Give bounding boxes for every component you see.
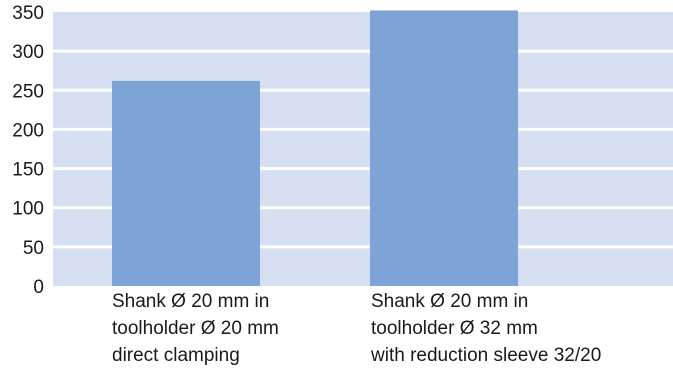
y-tick-label: 350 [12, 3, 44, 24]
y-tick-label: 100 [12, 199, 44, 220]
y-tick-label: 300 [12, 42, 44, 63]
y-tick-label: 150 [12, 160, 44, 181]
category-label: toolholder Ø 20 mm [112, 318, 279, 339]
y-axis-tick-labels: 0 50 100 150 200 250 300 350 [12, 3, 44, 298]
bars [112, 10, 518, 287]
category-label: with reduction sleeve 32/20 [370, 345, 601, 366]
category-label: toolholder Ø 32 mm [371, 318, 538, 339]
bar [112, 80, 260, 287]
y-tick-label: 250 [12, 81, 44, 102]
bar [370, 10, 518, 286]
x-axis-category-labels: Shank Ø 20 mm in toolholder Ø 20 mm direct… [112, 291, 601, 366]
category-label: direct clamping [112, 345, 240, 366]
category-label: Shank Ø 20 mm in [112, 291, 269, 312]
y-tick-label: 50 [23, 238, 44, 259]
y-tick-label: 0 [33, 277, 44, 298]
y-tick-label: 200 [12, 120, 44, 141]
category-label: Shank Ø 20 mm in [371, 291, 528, 312]
